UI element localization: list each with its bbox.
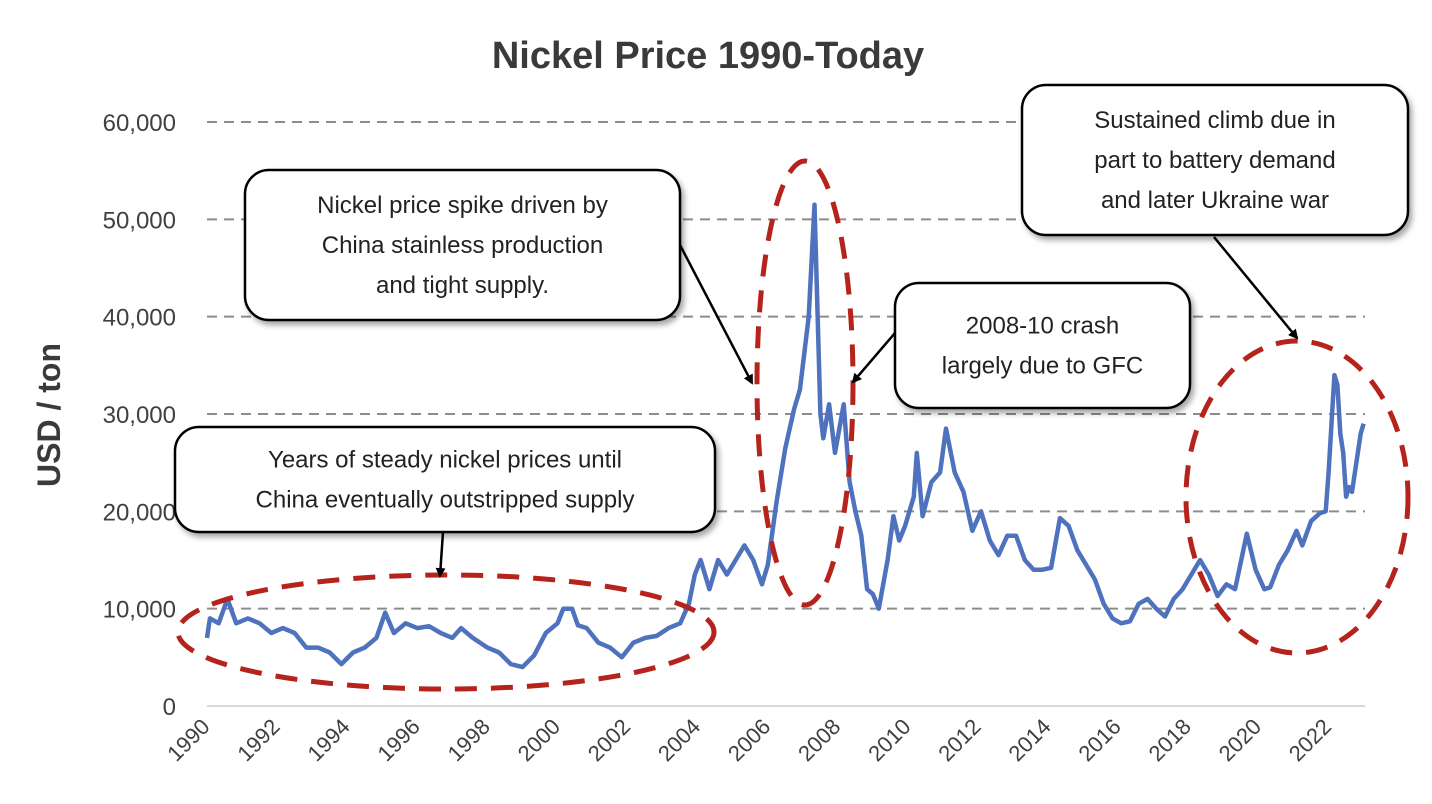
annotation-text: and tight supply. [376,272,549,299]
x-tick-label: 2004 [653,714,705,766]
highlight-ellipse [175,572,717,692]
x-tick-label: 2014 [1003,714,1055,766]
x-tick-label: 2016 [1074,714,1126,766]
annotation-text: and later Ukraine war [1101,187,1329,214]
annotation-text: Sustained climb due in [1094,107,1335,134]
y-axis-label: USD / ton [31,343,67,487]
x-tick-label: 2002 [583,714,635,766]
highlight-ellipse [1183,338,1411,656]
x-tick-label: 1992 [232,714,284,766]
x-tick-label: 2018 [1144,714,1196,766]
annotation-text: 2008-10 crash [966,313,1119,340]
x-tick-label: 1996 [373,714,425,766]
annotation-text: China stainless production [322,232,604,259]
y-tick-label: 10,000 [103,597,176,624]
annotation-box [1020,83,1410,237]
x-tick-label: 1998 [443,714,495,766]
y-tick-label: 20,000 [103,499,176,526]
x-tick-label: 2022 [1284,714,1336,766]
y-tick-label: 50,000 [103,207,176,234]
annotation-callout: Nickel price spike driven by China stainl… [243,168,682,322]
x-tick-label: 2020 [1214,714,1266,766]
x-tick-label: 1990 [162,714,214,766]
x-tick-label: 2000 [513,714,565,766]
annotation-arrow [851,332,896,384]
x-tick-label: 2008 [793,714,845,766]
y-tick-label: 60,000 [103,110,176,137]
x-tick-label: 1994 [302,714,354,766]
annotation-box [243,168,682,322]
x-tick-label: 2010 [863,714,915,766]
annotation-callout: Years of steady nickel prices until China… [173,425,717,534]
annotation-arrow [678,244,754,385]
y-tick-label: 30,000 [103,402,176,429]
annotation-text: largely due to GFC [942,353,1143,380]
x-tick-label: 2006 [723,714,775,766]
annotation-callout: 2008-10 crash largely due to GFC [893,281,1192,410]
chart-title: Nickel Price 1990-Today [492,35,924,77]
annotation-arrow [1213,236,1299,340]
annotation-box [173,425,717,534]
y-tick-label: 40,000 [103,305,176,332]
x-tick-label: 2012 [933,714,985,766]
annotation-callout: Sustained climb due in part to battery de… [1020,83,1410,237]
annotation-text: China eventually outstripped supply [256,487,635,514]
annotation-arrow [435,531,446,578]
annotation-box [893,281,1192,410]
annotation-text: Years of steady nickel prices until [268,447,622,474]
y-tick-label: 0 [163,694,176,721]
annotation-text: part to battery demand [1094,147,1335,174]
annotation-text: Nickel price spike driven by [317,192,608,219]
price-line [204,202,1366,670]
